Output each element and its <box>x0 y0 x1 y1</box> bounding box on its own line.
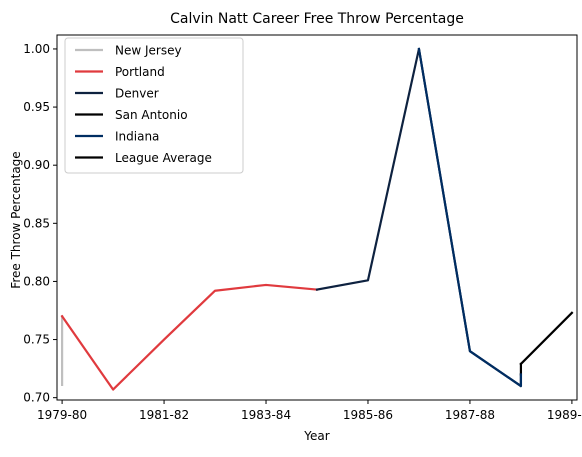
legend-label: San Antonio <box>115 108 188 122</box>
x-tick-label: 1983-84 <box>241 408 291 422</box>
legend-label: New Jersey <box>115 44 182 58</box>
y-tick-label: 1.00 <box>23 42 50 56</box>
legend-label: Portland <box>115 65 165 79</box>
legend-label: League Average <box>115 151 212 165</box>
y-tick-label: 0.70 <box>23 391 50 405</box>
y-axis-label: Free Throw Percentage <box>9 151 23 288</box>
y-tick-label: 0.75 <box>23 333 50 347</box>
x-tick-label: 1987-88 <box>445 408 495 422</box>
y-tick-label: 0.90 <box>23 158 50 172</box>
plot-area: 0.70 0.75 0.80 0.85 0.90 0.95 1.00 1979-80 1981-… <box>23 35 582 422</box>
series-line-league-average <box>521 313 572 364</box>
y-tick-label: 0.80 <box>23 274 50 288</box>
y-tick-label: 0.95 <box>23 100 50 114</box>
x-tick-label: 1989-90 <box>547 408 582 422</box>
series-line-portland <box>62 285 317 390</box>
x-tick-label: 1979-80 <box>37 408 87 422</box>
x-tick-label: 1981-82 <box>139 408 189 422</box>
y-tick-label: 0.85 <box>23 216 50 230</box>
legend-label: Indiana <box>115 130 159 144</box>
series-line-indiana <box>419 49 521 386</box>
legend-label: Denver <box>115 87 159 101</box>
x-axis-label: Year <box>303 429 329 443</box>
chart-title: Calvin Natt Career Free Throw Percentage <box>170 11 464 27</box>
x-tick-label: 1985-86 <box>343 408 393 422</box>
legend: New Jersey Portland Denver San Antonio India… <box>65 38 243 173</box>
series-line-denver <box>317 49 521 386</box>
